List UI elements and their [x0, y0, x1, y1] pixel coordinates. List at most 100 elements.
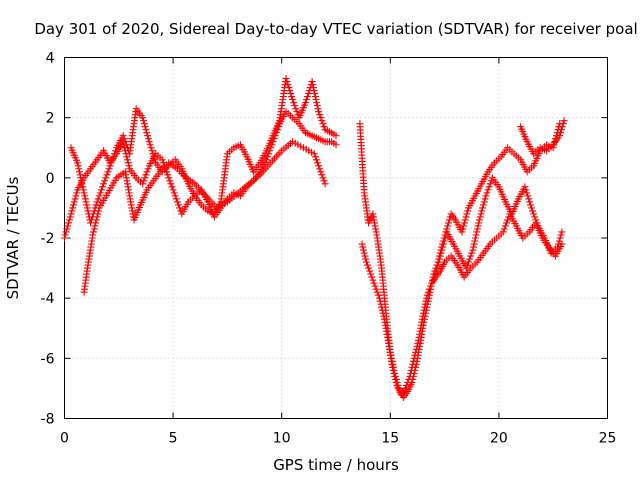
- data-point: [431, 273, 439, 281]
- data-point: [77, 174, 85, 182]
- data-point: [435, 258, 443, 266]
- data-point: [483, 189, 491, 197]
- data-point: [557, 231, 565, 239]
- data-point: [78, 180, 86, 188]
- data-point: [303, 96, 311, 104]
- data-point: [435, 255, 443, 263]
- data-point: [368, 273, 376, 281]
- data-point: [433, 264, 441, 272]
- data-point: [125, 162, 133, 170]
- data-point: [104, 168, 112, 176]
- data-point: [362, 255, 370, 263]
- data-point: [439, 243, 447, 251]
- data-point: [165, 174, 173, 182]
- data-point: [473, 225, 481, 233]
- data-point: [421, 303, 429, 311]
- data-point: [64, 222, 72, 230]
- data-point: [406, 372, 414, 380]
- data-point: [79, 183, 87, 191]
- data-point: [463, 261, 471, 269]
- data-point: [469, 246, 477, 254]
- data-point: [141, 123, 149, 131]
- data-point: [441, 234, 449, 242]
- data-point: [94, 195, 102, 203]
- data-point: [521, 183, 529, 191]
- data-point: [171, 192, 179, 200]
- data-point: [485, 183, 493, 191]
- data-point: [109, 153, 117, 161]
- data-point: [460, 222, 468, 230]
- data-point: [471, 237, 479, 245]
- data-point: [463, 210, 471, 218]
- data-point: [71, 195, 79, 203]
- data-point: [377, 300, 385, 308]
- data-point: [140, 177, 148, 185]
- y-tick-label: 0: [46, 171, 55, 187]
- data-point: [112, 147, 120, 155]
- data-point: [124, 159, 132, 167]
- data-point: [478, 207, 486, 215]
- data-point: [462, 213, 470, 221]
- data-point: [108, 156, 116, 164]
- data-point: [150, 153, 158, 161]
- data-point: [142, 171, 150, 179]
- data-point: [103, 171, 111, 179]
- data-point: [95, 207, 103, 215]
- data-point: [66, 213, 74, 221]
- data-point: [479, 204, 487, 212]
- series-track-f: [430, 174, 566, 284]
- data-point: [423, 291, 431, 299]
- data-point: [173, 198, 181, 206]
- data-point: [407, 366, 415, 374]
- x-tick-label: 15: [381, 431, 399, 447]
- data-point: [288, 93, 296, 101]
- data-point: [409, 357, 417, 365]
- data-point: [312, 156, 320, 164]
- data-point: [76, 171, 84, 179]
- data-point: [143, 129, 151, 137]
- data-point: [440, 240, 448, 248]
- data-point: [426, 282, 434, 290]
- data-point: [524, 192, 532, 200]
- data-point: [473, 228, 481, 236]
- data-point: [144, 165, 152, 173]
- data-point: [167, 180, 175, 188]
- series-track-c: [80, 138, 329, 296]
- data-point: [144, 135, 152, 143]
- data-point: [438, 246, 446, 254]
- y-tick-label: 2: [46, 111, 55, 127]
- data-point: [148, 147, 156, 155]
- data-point: [475, 216, 483, 224]
- data-point: [140, 120, 148, 128]
- data-point: [526, 198, 534, 206]
- data-point: [65, 216, 73, 224]
- data-point: [391, 375, 399, 383]
- data-point: [310, 150, 318, 158]
- data-point: [282, 75, 290, 83]
- data-point: [319, 120, 327, 128]
- data-point: [461, 216, 469, 224]
- data-point: [471, 234, 479, 242]
- data-point: [105, 165, 113, 173]
- data-point: [421, 300, 429, 308]
- data-point: [315, 108, 323, 116]
- data-point: [378, 306, 386, 314]
- data-point: [358, 240, 366, 248]
- data-point: [529, 207, 537, 215]
- data-point: [362, 258, 370, 266]
- data-point: [434, 261, 442, 269]
- data-point: [142, 126, 150, 134]
- data-point: [376, 297, 384, 305]
- data-point: [147, 144, 155, 152]
- data-point: [314, 105, 322, 113]
- data-point: [437, 249, 445, 257]
- data-point: [390, 369, 398, 377]
- data-point: [119, 132, 127, 140]
- data-point: [161, 165, 169, 173]
- data-point: [365, 264, 373, 272]
- data-point: [146, 141, 154, 149]
- data-point: [99, 183, 107, 191]
- data-point: [93, 213, 101, 221]
- data-point: [89, 228, 97, 236]
- data-point: [445, 219, 453, 227]
